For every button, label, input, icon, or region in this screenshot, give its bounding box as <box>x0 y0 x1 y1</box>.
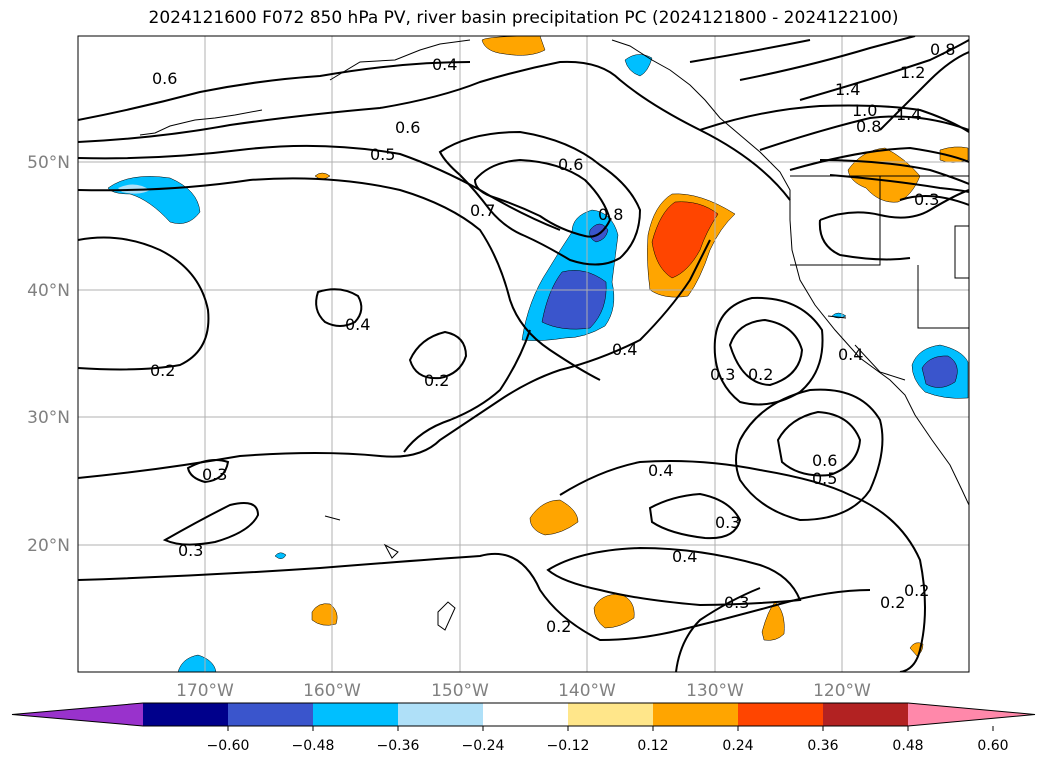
colorbar-tick-label: −0.24 <box>462 738 505 754</box>
lon-label: 150°W <box>431 681 489 701</box>
latitude-labels: 50°N 40°N 30°N 20°N <box>27 153 70 556</box>
contour-label: 0.6 <box>558 155 583 174</box>
colorbar-tick-label: 0.60 <box>977 738 1008 754</box>
contour-label: 0.4 <box>672 547 697 566</box>
map-frame <box>77 35 970 673</box>
contour-label: 0.3 <box>724 593 749 612</box>
contour-label: 0.7 <box>470 201 495 220</box>
colorbar-segment <box>823 703 908 726</box>
contour-label: 0.3 <box>178 541 203 560</box>
contour-label: 0.2 <box>904 581 929 600</box>
colorbar-extend-right <box>908 703 1035 726</box>
colorbar-segment <box>483 703 568 726</box>
contour-label: 0.6 <box>812 451 837 470</box>
lon-label: 170°W <box>176 681 234 701</box>
colorbar-extend-left <box>12 703 143 726</box>
contour-label: 1.4 <box>835 80 860 99</box>
map-area: 0.6 0.4 0.6 0.5 0.6 0.7 0.8 1.4 1.0 0.8 … <box>78 36 969 672</box>
contour-label: 0.2 <box>546 617 571 636</box>
colorbar-segment <box>568 703 653 726</box>
contour-label: 0.3 <box>202 465 227 484</box>
longitude-labels: 170°W 160°W 150°W 140°W 130°W 120°W <box>176 681 871 701</box>
lon-label: 160°W <box>303 681 361 701</box>
contour-label: 0.8 <box>856 117 881 136</box>
contour-label: 1.0 <box>852 101 877 120</box>
contour-label: 0.4 <box>432 55 457 74</box>
lat-label: 20°N <box>27 536 70 556</box>
contour-label: 0.6 <box>395 118 420 137</box>
pv-contours <box>78 36 969 672</box>
contour-label: 0.4 <box>838 345 863 364</box>
colorbar-tick-label: 0.48 <box>892 738 923 754</box>
colorbar-segment <box>738 703 823 726</box>
lon-label: 120°W <box>813 681 871 701</box>
colorbar: −0.60 −0.48 −0.36 −0.24 −0.12 0.12 0.24 0.36 0.4… <box>11 702 1036 754</box>
lat-label: 50°N <box>27 153 70 173</box>
contour-label: 0.8 <box>930 40 955 59</box>
colorbar-segment <box>228 703 313 726</box>
contour-label: 0.3 <box>715 513 740 532</box>
contour-labels: 0.6 0.4 0.6 0.5 0.6 0.7 0.8 1.4 1.0 0.8 … <box>150 40 955 636</box>
contour-label: 0.2 <box>424 371 449 390</box>
colorbar-tick-label: 0.36 <box>807 738 838 754</box>
contour-label: 0.3 <box>914 190 939 209</box>
colorbar-segment <box>143 703 228 726</box>
contour-label: 0.3 <box>710 365 735 384</box>
colorbar-tick-label: −0.48 <box>292 738 335 754</box>
colorbar-tick-label: 0.24 <box>722 738 753 754</box>
colorbar-segment <box>398 703 483 726</box>
colorbar-tick-label: 0.12 <box>637 738 668 754</box>
lat-label: 30°N <box>27 408 70 428</box>
colorbar-segment <box>653 703 738 726</box>
contour-label: 1.4 <box>896 105 921 124</box>
contour-label: 0.2 <box>150 361 175 380</box>
contour-label: 0.4 <box>345 315 370 334</box>
contour-label: 0.8 <box>598 205 623 224</box>
map-title: 2024121600 F072 850 hPa PV, river basin … <box>148 8 899 28</box>
contour-label: 0.6 <box>152 69 177 88</box>
contour-label: 0.4 <box>612 340 637 359</box>
contour-label: 0.2 <box>880 593 905 612</box>
colorbar-tick-label: −0.12 <box>547 738 590 754</box>
colorbar-outline <box>11 702 1036 727</box>
coastlines <box>139 39 969 631</box>
precip-shading <box>107 36 969 672</box>
contour-label: 1.2 <box>900 63 925 82</box>
contour-label: 0.5 <box>370 145 395 164</box>
colorbar-segment <box>313 703 398 726</box>
colorbar-tick-label: −0.36 <box>377 738 420 754</box>
contour-label: 0.2 <box>748 365 773 384</box>
contour-label: 0.5 <box>812 469 837 488</box>
lon-label: 140°W <box>558 681 616 701</box>
lon-label: 130°W <box>686 681 744 701</box>
contour-label: 0.4 <box>648 461 673 480</box>
colorbar-tick-label: −0.60 <box>207 738 250 754</box>
lat-label: 40°N <box>27 281 70 301</box>
